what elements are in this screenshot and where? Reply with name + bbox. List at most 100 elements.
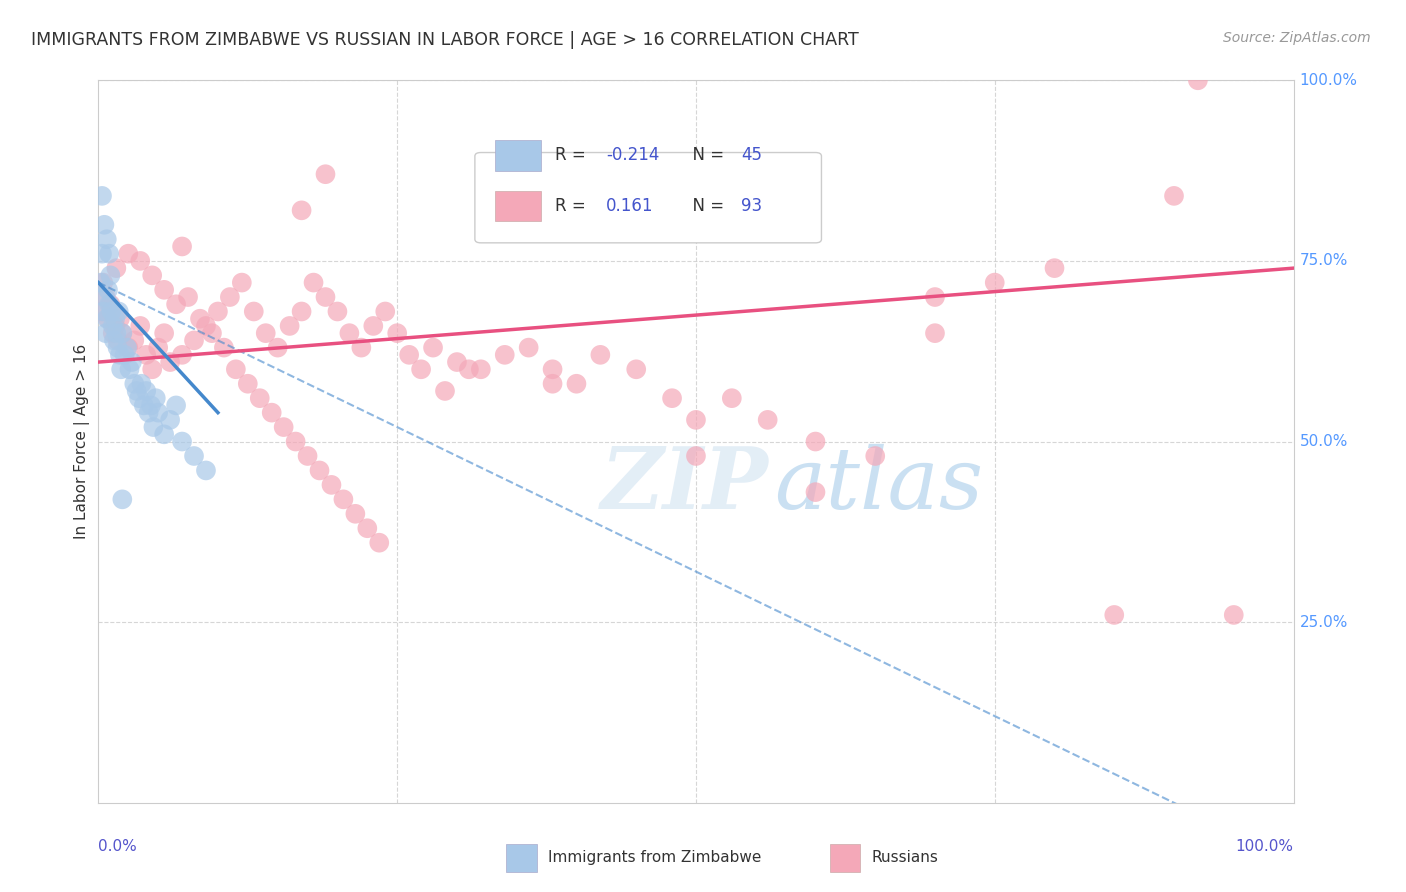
Point <box>128 391 150 405</box>
Point <box>101 326 124 340</box>
Text: 0.0%: 0.0% <box>98 838 138 854</box>
Point <box>626 362 648 376</box>
Text: 50.0%: 50.0% <box>1299 434 1348 449</box>
Text: 100.0%: 100.0% <box>1236 838 1294 854</box>
Point <box>111 326 134 340</box>
Point <box>273 420 295 434</box>
Point <box>107 334 129 348</box>
Point <box>103 334 125 348</box>
Point <box>98 297 122 311</box>
Text: ZIP: ZIP <box>600 443 768 526</box>
Point <box>110 362 132 376</box>
Point <box>434 384 457 398</box>
Point <box>236 376 259 391</box>
FancyBboxPatch shape <box>495 191 541 221</box>
Point <box>541 362 564 376</box>
Point <box>332 492 354 507</box>
Point <box>368 535 391 549</box>
Point <box>326 304 349 318</box>
Point <box>321 478 343 492</box>
Point <box>132 398 155 412</box>
Point <box>249 391 271 405</box>
Point <box>924 326 946 340</box>
Point <box>685 413 707 427</box>
Point <box>97 283 120 297</box>
Point <box>188 311 211 326</box>
Text: -0.214: -0.214 <box>606 146 659 164</box>
Text: Russians: Russians <box>872 850 939 864</box>
Point <box>101 318 124 333</box>
Point <box>302 276 325 290</box>
Point <box>350 341 373 355</box>
Point <box>138 406 160 420</box>
Text: R =: R = <box>555 197 596 215</box>
Point <box>98 297 121 311</box>
Point <box>118 362 141 376</box>
Point <box>94 290 117 304</box>
Point <box>1223 607 1246 622</box>
Point <box>721 391 744 405</box>
Point <box>470 362 492 376</box>
Point <box>131 376 153 391</box>
Text: atlas: atlas <box>773 443 983 526</box>
Point <box>804 434 827 449</box>
Point <box>243 304 266 318</box>
Point <box>284 434 307 449</box>
Point <box>315 167 337 181</box>
Point <box>98 246 121 260</box>
Point <box>385 326 409 340</box>
Point <box>356 521 378 535</box>
Point <box>1104 607 1126 622</box>
Point <box>142 420 165 434</box>
Point <box>541 376 564 391</box>
Text: 25.0%: 25.0% <box>1299 615 1348 630</box>
Text: 93: 93 <box>741 197 762 215</box>
Point <box>153 427 176 442</box>
Text: 75.0%: 75.0% <box>1299 253 1348 268</box>
Point <box>195 318 218 333</box>
Point <box>105 326 128 340</box>
Point <box>153 326 176 340</box>
Point <box>363 318 385 333</box>
Point <box>172 434 194 449</box>
Point <box>565 376 588 391</box>
Point <box>93 218 115 232</box>
Point <box>96 311 118 326</box>
Point <box>278 318 301 333</box>
Point <box>153 283 176 297</box>
Point <box>661 391 683 405</box>
Point <box>117 246 139 260</box>
Point <box>105 261 128 276</box>
Point <box>159 413 181 427</box>
Point <box>91 276 114 290</box>
Point <box>97 311 120 326</box>
Point <box>1187 73 1209 87</box>
Point <box>589 348 612 362</box>
Point <box>100 304 122 318</box>
Point <box>114 348 136 362</box>
Point <box>141 362 163 376</box>
Point <box>129 318 152 333</box>
Point <box>260 406 283 420</box>
Point <box>1043 261 1066 276</box>
Point <box>94 326 117 340</box>
Text: IMMIGRANTS FROM ZIMBABWE VS RUSSIAN IN LABOR FORCE | AGE > 16 CORRELATION CHART: IMMIGRANTS FROM ZIMBABWE VS RUSSIAN IN L… <box>31 31 859 49</box>
Point <box>374 304 396 318</box>
Text: N =: N = <box>682 197 728 215</box>
FancyBboxPatch shape <box>506 844 537 872</box>
Point <box>91 304 114 318</box>
Point <box>183 449 205 463</box>
Point <box>98 268 122 283</box>
Y-axis label: In Labor Force | Age > 16: In Labor Force | Age > 16 <box>75 344 90 539</box>
Point <box>117 341 139 355</box>
Point <box>308 463 330 477</box>
Point <box>125 384 148 398</box>
FancyBboxPatch shape <box>475 153 821 243</box>
Point <box>108 348 131 362</box>
Text: N =: N = <box>682 146 728 164</box>
Point <box>291 203 314 218</box>
Text: 100.0%: 100.0% <box>1299 73 1358 87</box>
Point <box>804 485 827 500</box>
Text: Source: ZipAtlas.com: Source: ZipAtlas.com <box>1223 31 1371 45</box>
Point <box>411 362 433 376</box>
